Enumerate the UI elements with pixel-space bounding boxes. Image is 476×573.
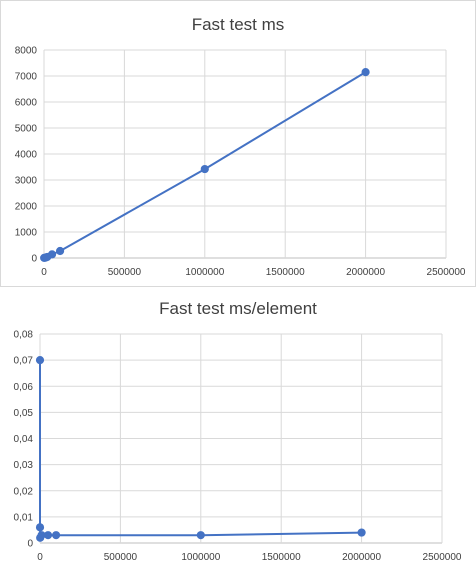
data-point <box>200 164 209 174</box>
data-point <box>357 528 366 537</box>
y-tick-label: 0,04 <box>14 434 34 445</box>
y-tick-label: 0 <box>31 254 37 265</box>
y-tick-label: 0,07 <box>14 356 34 367</box>
x-tick-label: 500000 <box>104 552 138 563</box>
y-tick-label: 2000 <box>15 202 38 213</box>
chart-title: Fast test ms <box>191 15 285 34</box>
y-tick-label: 0,05 <box>14 408 34 419</box>
x-tick-label: 2000000 <box>346 267 385 278</box>
data-point <box>47 250 57 259</box>
x-tick-label: 1500000 <box>266 267 305 278</box>
data-point <box>55 246 65 256</box>
y-tick-label: 4000 <box>15 150 38 161</box>
y-tick-label: 7000 <box>15 72 38 83</box>
y-tick-label: 0,01 <box>14 512 34 523</box>
chart-panel-bottom: Fast test ms/element 0 0,01 0,02 0,03 0,04 0,… <box>0 290 476 573</box>
x-tick-label: 1500000 <box>262 552 301 563</box>
data-point <box>43 531 53 540</box>
chart-panel-top: Fast test ms 0 1000 2000 3000 4000 5000 6000 70… <box>0 0 476 287</box>
y-tick-label: 0 <box>27 539 33 550</box>
x-tick-label: 2500000 <box>427 267 466 278</box>
y-tick-label: 6000 <box>15 98 38 109</box>
y-tick-label: 0,03 <box>14 460 34 471</box>
y-tick-label: 1000 <box>15 228 38 239</box>
x-tick-label: 1000000 <box>185 267 224 278</box>
data-point <box>51 531 61 540</box>
x-tick-label: 2000000 <box>342 552 381 563</box>
y-tick-label: 0,06 <box>14 382 34 393</box>
chart-title: Fast test ms/element <box>159 299 317 318</box>
y-tick-label: 5000 <box>15 124 38 135</box>
data-point <box>361 68 370 77</box>
y-tick-label: 0,02 <box>14 486 34 497</box>
y-tick-label: 8000 <box>15 46 38 57</box>
data-point <box>35 523 45 532</box>
y-tick-label: 0,08 <box>14 330 34 341</box>
chart-plot-top: 0 1000 2000 3000 4000 5000 6000 7000 8000 0 500000… <box>15 46 466 279</box>
x-tick-label: 500000 <box>108 267 142 278</box>
y-tick-label: 3000 <box>15 176 38 187</box>
x-tick-label: 1000000 <box>181 552 220 563</box>
x-tick-label: 0 <box>37 552 43 563</box>
data-point <box>35 356 45 365</box>
x-tick-label: 0 <box>41 267 47 278</box>
data-point <box>196 531 205 540</box>
chart-plot-bottom: 0 0,01 0,02 0,03 0,04 0,05 0,06 0,07 0,08 0 500000… <box>14 330 462 564</box>
x-tick-label: 2500000 <box>423 552 462 563</box>
